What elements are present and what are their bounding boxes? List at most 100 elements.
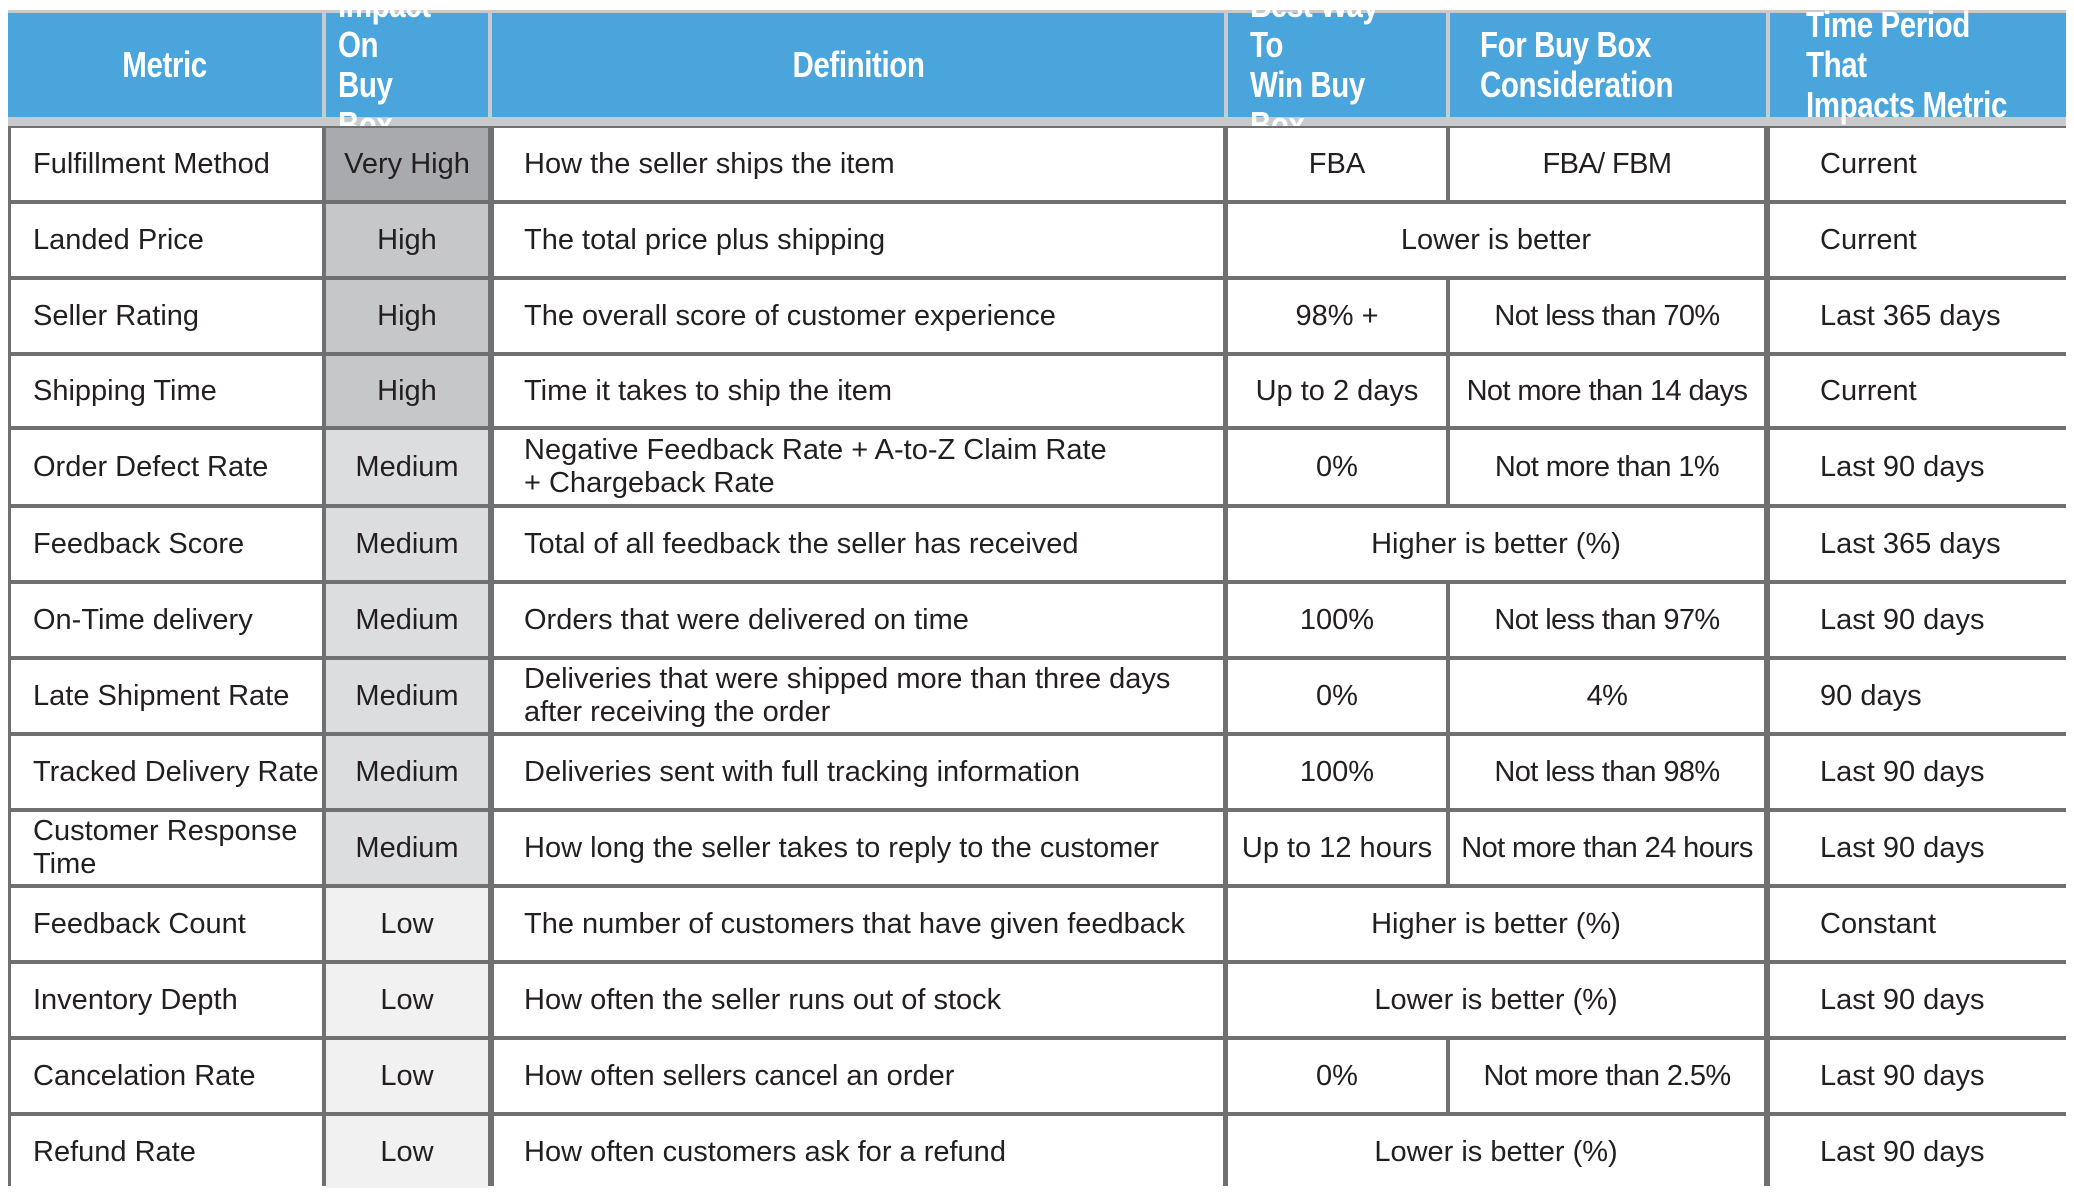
time-period-cell: Last 90 days [1770, 964, 2066, 1036]
best-and-consideration-cell: Higher is better (%) [1228, 508, 1764, 580]
table-row: Feedback Score Medium Total of all feedbac… [8, 508, 2066, 580]
table-row: Cancelation Rate Low How often sellers can… [8, 1040, 2066, 1112]
consideration-cell: Not more than 1% [1450, 430, 1764, 504]
table-row: Landed Price High The total price plus shi… [8, 204, 2066, 276]
definition-cell: Deliveries that were shipped more than t… [494, 660, 1223, 732]
definition-cell: How often the seller runs out of stock [494, 964, 1223, 1036]
table-row: Customer Response Time Medium How long the… [8, 812, 2066, 884]
metric-cell: Refund Rate [11, 1116, 322, 1188]
consideration-cell: Not less than 70% [1450, 280, 1764, 352]
metric-cell: Late Shipment Rate [11, 660, 322, 732]
header-impact: Impact On Buy Box [326, 0, 488, 145]
consideration-cell: Not less than 98% [1450, 736, 1764, 808]
header-consideration: For Buy Box Consideration [1450, 13, 1766, 117]
metric-cell: Seller Rating [11, 280, 322, 352]
table-row: Fulfillment Method Very High How the selle… [8, 128, 2066, 200]
best-way-cell: 0% [1228, 430, 1446, 504]
metric-cell: Landed Price [11, 204, 322, 276]
time-period-cell: Last 365 days [1770, 280, 2066, 352]
time-period-cell: Current [1770, 204, 2066, 276]
definition-cell: How often customers ask for a refund [494, 1116, 1223, 1188]
definition-cell: Orders that were delivered on time [494, 584, 1223, 656]
best-way-cell: FBA [1228, 128, 1446, 200]
time-period-cell: Current [1770, 356, 2066, 426]
header-best-way: Best Way To Win Buy Box [1228, 0, 1446, 145]
time-period-cell: Last 90 days [1770, 1040, 2066, 1112]
table-row: On-Time delivery Medium Orders that were d… [8, 584, 2066, 656]
header-time-period: Time Period That Impacts Metric [1770, 5, 2066, 125]
metric-cell: Feedback Score [11, 508, 322, 580]
best-way-cell: Up to 12 hours [1228, 812, 1446, 884]
header-metric: Metric [8, 13, 322, 117]
impact-cell: Very High [326, 128, 488, 200]
table-row: Inventory Depth Low How often the seller r… [8, 964, 2066, 1036]
impact-cell: Medium [326, 508, 488, 580]
impact-cell: High [326, 356, 488, 426]
consideration-cell: Not less than 97% [1450, 584, 1764, 656]
metric-cell: Shipping Time [11, 356, 322, 426]
definition-cell: Time it takes to ship the item [494, 356, 1223, 426]
metric-cell: Tracked Delivery Rate [11, 736, 322, 808]
impact-cell: High [326, 280, 488, 352]
impact-cell: Medium [326, 736, 488, 808]
best-and-consideration-cell: Lower is better (%) [1228, 964, 1764, 1036]
table-body: Fulfillment Method Very High How the selle… [8, 126, 2066, 1188]
impact-cell: Medium [326, 660, 488, 732]
consideration-cell: Not more than 24 hours [1450, 812, 1764, 884]
time-period-cell: Current [1770, 128, 2066, 200]
time-period-cell: Last 90 days [1770, 736, 2066, 808]
definition-cell: How often sellers cancel an order [494, 1040, 1223, 1112]
best-way-cell: 98% + [1228, 280, 1446, 352]
table-header: Metric Impact On Buy Box Definition Best… [8, 0, 2066, 145]
definition-cell: The number of customers that have given … [494, 888, 1223, 960]
consideration-cell: Not more than 14 days [1450, 356, 1764, 426]
definition-cell: Negative Feedback Rate + A-to-Z Claim Ra… [494, 430, 1223, 504]
metric-cell: Inventory Depth [11, 964, 322, 1036]
metric-cell: Customer Response Time [11, 812, 322, 884]
impact-cell: Medium [326, 430, 488, 504]
time-period-cell: Constant [1770, 888, 2066, 960]
definition-cell: Total of all feedback the seller has rec… [494, 508, 1223, 580]
impact-cell: Low [326, 888, 488, 960]
time-period-cell: Last 90 days [1770, 430, 2066, 504]
impact-cell: Medium [326, 812, 488, 884]
table-row: Shipping Time High Time it takes to ship t… [8, 356, 2066, 426]
consideration-cell: Not more than 2.5% [1450, 1040, 1764, 1112]
best-way-cell: 0% [1228, 660, 1446, 732]
impact-cell: Low [326, 1116, 488, 1188]
buy-box-metrics-table: Metric Impact On Buy Box Definition Best… [8, 0, 2066, 1188]
best-way-cell: 100% [1228, 584, 1446, 656]
best-and-consideration-cell: Lower is better [1228, 204, 1764, 276]
table-row: Seller Rating High The overall score of cu… [8, 280, 2066, 352]
best-way-cell: 100% [1228, 736, 1446, 808]
metric-cell: On-Time delivery [11, 584, 322, 656]
definition-cell: Deliveries sent with full tracking infor… [494, 736, 1223, 808]
metric-cell: Cancelation Rate [11, 1040, 322, 1112]
best-and-consideration-cell: Lower is better (%) [1228, 1116, 1764, 1188]
header-definition: Definition [492, 13, 1224, 117]
metric-cell: Order Defect Rate [11, 430, 322, 504]
consideration-cell: 4% [1450, 660, 1764, 732]
metric-cell: Feedback Count [11, 888, 322, 960]
time-period-cell: Last 90 days [1770, 812, 2066, 884]
definition-cell: The total price plus shipping [494, 204, 1223, 276]
time-period-cell: 90 days [1770, 660, 2066, 732]
impact-cell: Medium [326, 584, 488, 656]
time-period-cell: Last 90 days [1770, 1116, 2066, 1188]
best-and-consideration-cell: Higher is better (%) [1228, 888, 1764, 960]
time-period-cell: Last 365 days [1770, 508, 2066, 580]
impact-cell: High [326, 204, 488, 276]
best-way-cell: Up to 2 days [1228, 356, 1446, 426]
table-row: Order Defect Rate Medium Negative Feedback… [8, 430, 2066, 504]
table-row: Feedback Count Low The number of customers… [8, 888, 2066, 960]
impact-cell: Low [326, 1040, 488, 1112]
impact-cell: Low [326, 964, 488, 1036]
consideration-cell: FBA/ FBM [1450, 128, 1764, 200]
time-period-cell: Last 90 days [1770, 584, 2066, 656]
definition-cell: The overall score of customer experience [494, 280, 1223, 352]
table-row: Refund Rate Low How often customers ask fo… [8, 1116, 2066, 1188]
best-way-cell: 0% [1228, 1040, 1446, 1112]
definition-cell: How long the seller takes to reply to th… [494, 812, 1223, 884]
table-row: Late Shipment Rate Medium Deliveries that … [8, 660, 2066, 732]
definition-cell: How the seller ships the item [494, 128, 1223, 200]
